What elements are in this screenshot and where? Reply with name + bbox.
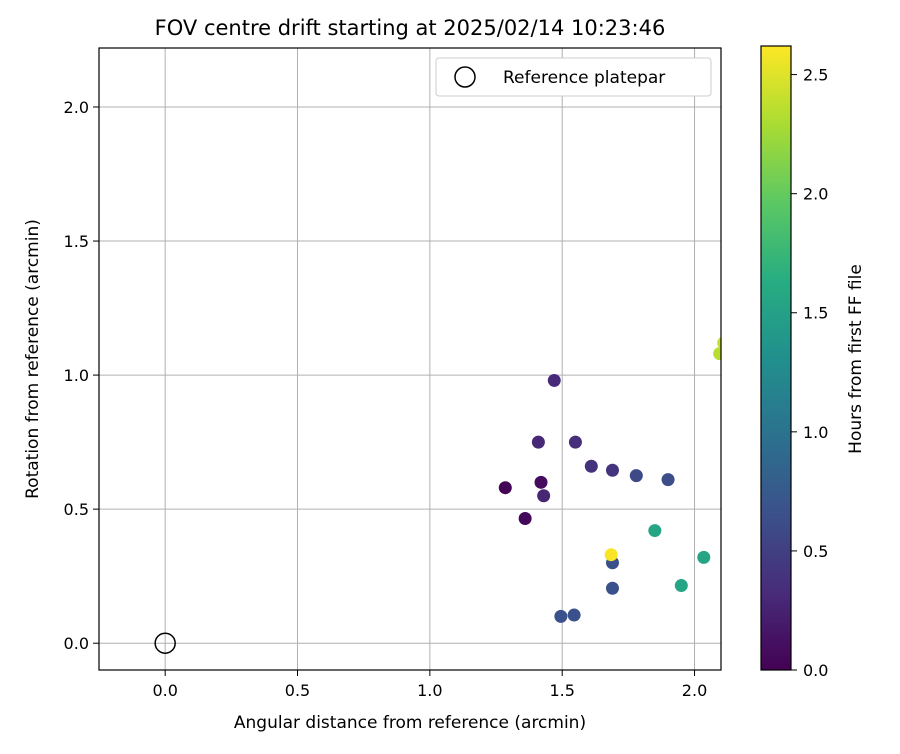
scatter-point	[717, 336, 721, 349]
scatter-point	[674, 579, 688, 593]
scatter-point	[531, 435, 545, 449]
reference-platepar-marker	[154, 632, 176, 654]
plot-frame	[98, 47, 722, 671]
scatter-point	[605, 581, 619, 595]
scatter-point	[629, 469, 643, 483]
legend: Reference platepar	[435, 57, 712, 97]
scatter-point	[713, 347, 721, 361]
scatter-point	[568, 435, 582, 449]
scatter-point	[697, 550, 711, 564]
colorbar: 0.0 0.5 1.0 1.5 2.0 2.5 Hours from first FF f…	[760, 45, 866, 680]
scatter-point	[537, 489, 551, 503]
colorbar-ticks: 0.0 0.5 1.0 1.5 2.0 2.5	[791, 66, 828, 680]
y-tick-label: 0.5	[64, 500, 89, 519]
colorbar-tick-label: 0.5	[803, 542, 828, 561]
colorbar-frame	[760, 45, 792, 671]
scatter-point	[661, 473, 675, 487]
scatter-point	[518, 512, 532, 526]
legend-reference-label: Reference platepar	[503, 68, 665, 88]
scatter-point	[498, 481, 512, 495]
colorbar-tick-label: 0.0	[803, 661, 828, 680]
y-axis-label: Rotation from reference (arcmin)	[23, 219, 43, 499]
legend-box	[435, 57, 712, 97]
scatter-point	[547, 373, 561, 387]
x-tick-label: 1.0	[417, 681, 442, 700]
y-tick-label: 2.0	[64, 98, 89, 117]
scatter-point	[605, 463, 619, 477]
colorbar-tick-label: 1.5	[803, 304, 828, 323]
x-tick-label: 0.5	[285, 681, 310, 700]
scatter-point	[534, 475, 548, 489]
scatter-point	[648, 524, 662, 538]
y-tick-label: 1.0	[64, 366, 89, 385]
scatter-point	[604, 548, 618, 562]
y-tick-label: 1.5	[64, 232, 89, 251]
colorbar-tick-label: 2.5	[803, 66, 828, 85]
colorbar-label: Hours from first FF file	[846, 264, 866, 454]
x-tick-label: 2.0	[682, 681, 707, 700]
y-grid	[99, 106, 721, 644]
x-axis-label: Angular distance from reference (arcmin)	[234, 713, 586, 733]
scatter-point	[567, 608, 581, 622]
scatter-points	[498, 336, 721, 623]
scatter-point	[554, 609, 568, 623]
x-axis-ticks: 0.0 0.5 1.0 1.5 2.0	[152, 670, 707, 700]
x-tick-label: 1.5	[549, 681, 574, 700]
y-tick-label: 0.0	[64, 634, 89, 653]
colorbar-gradient	[761, 46, 791, 670]
x-tick-label: 0.0	[152, 681, 177, 700]
x-grid	[164, 48, 696, 670]
chart-title: FOV centre drift starting at 2025/02/14 …	[155, 16, 666, 40]
colorbar-tick-label: 2.0	[803, 185, 828, 204]
legend-reference-marker	[454, 66, 476, 88]
y-axis-ticks: 0.0 0.5 1.0 1.5 2.0	[64, 98, 99, 653]
scatter-point	[584, 459, 598, 473]
colorbar-tick-label: 1.0	[803, 423, 828, 442]
